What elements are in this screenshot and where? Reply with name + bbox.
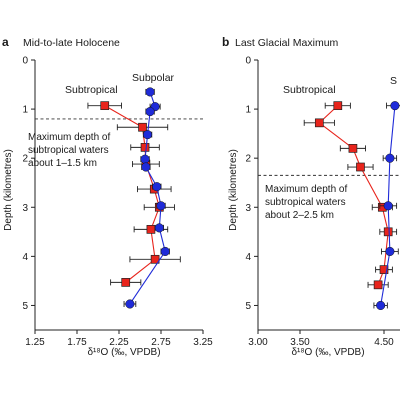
panel-b-subpolar-point (385, 153, 395, 163)
panel-a-x-tick-label: 1.25 (25, 337, 45, 348)
panel-b-subpolar-point (383, 201, 393, 211)
panel-a-letter: a (2, 35, 9, 49)
panel-b-subtropical-point (379, 265, 389, 274)
panel-b-y-tick-label: 2 (245, 154, 251, 165)
panel-a-subpolar-label: Subpolar (132, 72, 175, 84)
panel-a-subtropical-point (121, 278, 131, 287)
panel-a-subpolar-point (152, 182, 162, 192)
panel-b-annotation-line-3: about 2–2.5 km (265, 210, 334, 221)
panel-a-subpolar-point (160, 246, 170, 257)
panel-a-x-tick-label: 2.25 (109, 337, 129, 348)
panel-a-x-tick-label: 2.75 (151, 337, 171, 348)
panel-b-letter: b (222, 35, 229, 49)
panel-a-subpolar-point (141, 162, 151, 172)
panel-a-subtropical-point (138, 122, 147, 132)
panel-b-subtropical-point (373, 280, 383, 290)
panel-a-subtropical-point (150, 254, 160, 264)
panel-a-annotation-line-2: subtropical waters (28, 145, 109, 156)
panel-b-y-tick-label: 5 (245, 301, 251, 312)
panel-a-subtropical-point (100, 101, 110, 111)
panel-a-annotation-line-1: Maximum depth of (28, 132, 110, 143)
panel-b-subtropical-line (318, 105, 389, 286)
panel-b-subtropical-label: Subtropical (283, 84, 336, 96)
panel-a-x-tick-label: 3.25 (193, 337, 213, 348)
panel-b-annotation: Maximum depth of subtropical waters abou… (265, 184, 347, 221)
panel-b-title: Last Glacial Maximum (235, 37, 339, 49)
panel-a-subtropical-point (140, 143, 150, 152)
panel-b-subpolar-point (376, 300, 386, 311)
panel-b-subpolar-label: S (390, 75, 397, 87)
panel-a-title: Mid-to-late Holocene (23, 37, 120, 49)
panel-b-x-tick-label: 4.50 (374, 337, 394, 348)
panel-b-subpolar-point (385, 246, 395, 257)
panel-a-subpolar-point (143, 130, 153, 140)
panel-a-subpolar-point (145, 87, 155, 97)
panel-a-y-tick-label: 1 (22, 105, 28, 116)
panel-a-annotation-line-3: about 1–1.5 km (28, 158, 97, 169)
panel-b-subtropical-point (348, 144, 358, 153)
panel-a: a Mid-to-late Holocene Depth (kilometres… (2, 35, 213, 358)
panel-a-annotation: Maximum depth of subtropical waters abou… (28, 132, 110, 169)
panel-b-subpolar-point (390, 101, 400, 111)
panel-a-y-tick-label: 3 (22, 203, 28, 214)
panel-a-y-tick-label: 4 (22, 252, 28, 263)
panel-b-subtropical-point (383, 227, 393, 237)
panel-a-subpolar-point (156, 201, 166, 211)
panel-a-x-tick-label: 1.75 (67, 337, 87, 348)
panel-a-subpolar-point (145, 106, 155, 117)
panel-a-ylabel: Depth (kilometres) (3, 149, 14, 231)
panel-b-subtropical-point (356, 162, 365, 172)
panel-a-subpolar-line (129, 91, 166, 305)
panel-b-y-tick-label: 4 (245, 252, 251, 263)
panel-b-y-tick-label: 3 (245, 203, 251, 214)
panel-a-subtropical-label: Subtropical (65, 84, 118, 96)
panel-b: b Last Glacial Maximum Depth (kilometres… (222, 35, 400, 358)
panel-a-subpolar-point (154, 223, 164, 233)
panel-b-xlabel: δ¹⁸O (‰, VPDB) (291, 347, 364, 358)
panel-b-annotation-line-2: subtropical waters (265, 197, 346, 208)
panel-a-subpolar-point (140, 154, 150, 164)
panel-a-xlabel: δ¹⁸O (‰, VPDB) (87, 347, 160, 358)
panel-b-x-tick-label: 3.00 (248, 337, 268, 348)
panel-b-annotation-line-1: Maximum depth of (265, 184, 347, 195)
panel-a-subtropical-point (146, 225, 156, 234)
panel-a-y-tick-label: 2 (22, 154, 28, 165)
panel-b-x-tick-label: 3.50 (290, 337, 310, 348)
panel-b-y-tick-label: 1 (245, 105, 251, 116)
panel-a-subpolar-point (125, 299, 135, 309)
panel-b-subtropical-point (333, 101, 343, 111)
panel-a-y-tick-label: 0 (22, 56, 28, 67)
panel-a-y-tick-label: 5 (22, 301, 28, 312)
panel-b-ylabel: Depth (kilometres) (228, 149, 239, 231)
panel-b-subtropical-point (314, 118, 324, 128)
panel-b-y-tick-label: 0 (245, 56, 251, 67)
